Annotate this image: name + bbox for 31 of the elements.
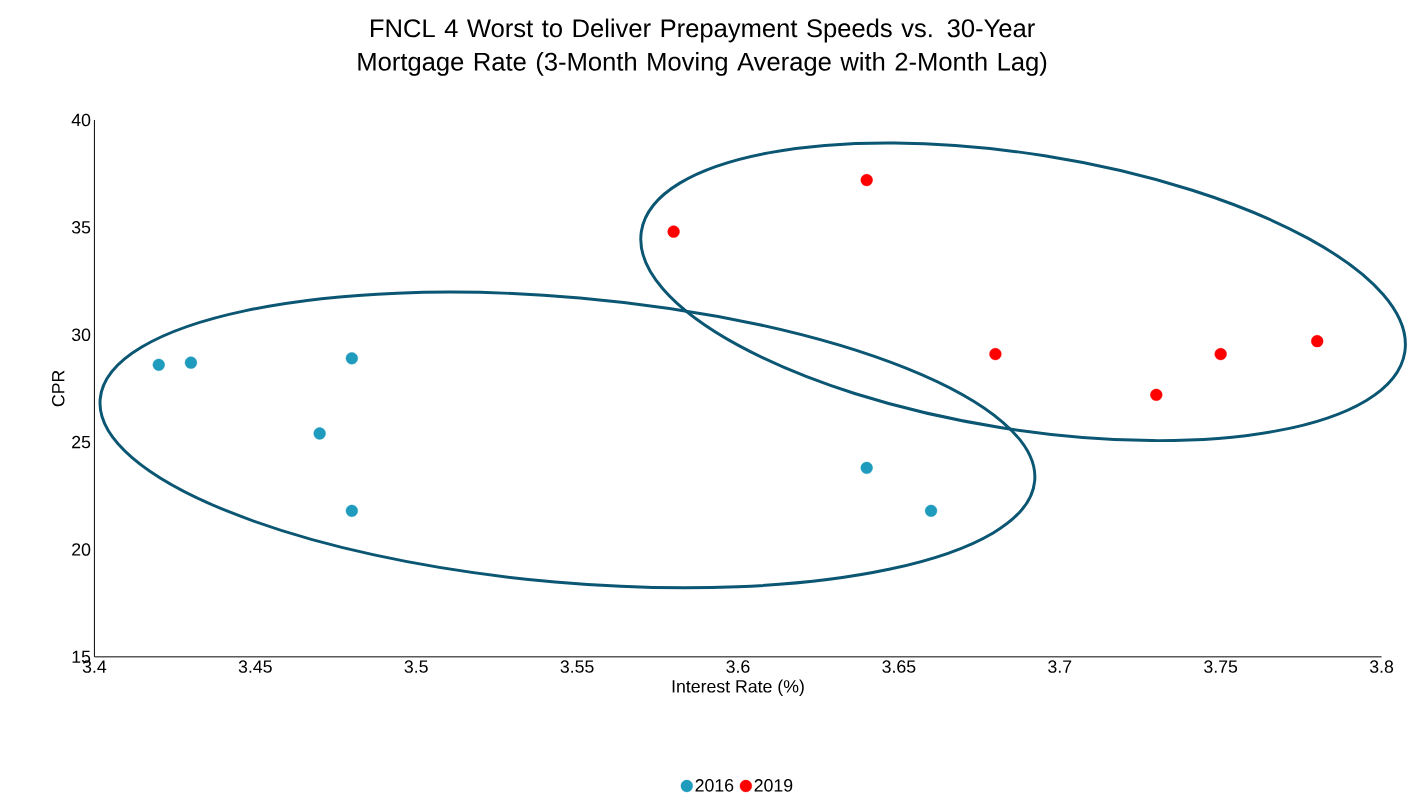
point bbox=[667, 225, 680, 238]
point bbox=[313, 427, 326, 440]
point bbox=[860, 173, 873, 186]
point bbox=[989, 347, 1002, 360]
point bbox=[924, 504, 938, 517]
x-tick-label: 3.75 bbox=[1204, 660, 1238, 673]
x-tick-label: 3.65 bbox=[882, 660, 916, 673]
point bbox=[860, 461, 873, 474]
legend-label: 2019 bbox=[754, 778, 793, 792]
x-tick-label: 3.6 bbox=[726, 660, 750, 673]
y-tick-label: 35 bbox=[71, 220, 91, 234]
point bbox=[1150, 388, 1163, 401]
y-tick-label: 25 bbox=[72, 435, 91, 449]
point bbox=[345, 504, 358, 517]
x-tick-label: 3.7 bbox=[1048, 660, 1072, 673]
y-axis-title: CPR bbox=[51, 370, 65, 406]
point bbox=[152, 358, 165, 371]
point bbox=[1214, 347, 1227, 360]
x-tick-label: 3.45 bbox=[238, 660, 272, 673]
y-tick-label: 40 bbox=[71, 113, 91, 126]
point bbox=[1311, 334, 1324, 348]
chart-title: FNCL 4 Worst to Deliver Prepayment Speeds vs. 30-Year Mortgage Rate (3-Month Moving Average with 2-Month Lag) bbox=[358, 18, 1047, 76]
point bbox=[345, 352, 358, 365]
x-tick-label: 3.55 bbox=[560, 660, 594, 673]
y-tick-label: 30 bbox=[71, 328, 91, 341]
y-tick-label: 20 bbox=[72, 542, 91, 556]
point bbox=[184, 356, 198, 369]
x-tick-label: 3.5 bbox=[404, 660, 428, 673]
x-tick-label: 3.8 bbox=[1369, 660, 1394, 673]
x-axis-title: Interest Rate (%) bbox=[672, 679, 804, 696]
legend-label: 2016 bbox=[695, 778, 734, 792]
